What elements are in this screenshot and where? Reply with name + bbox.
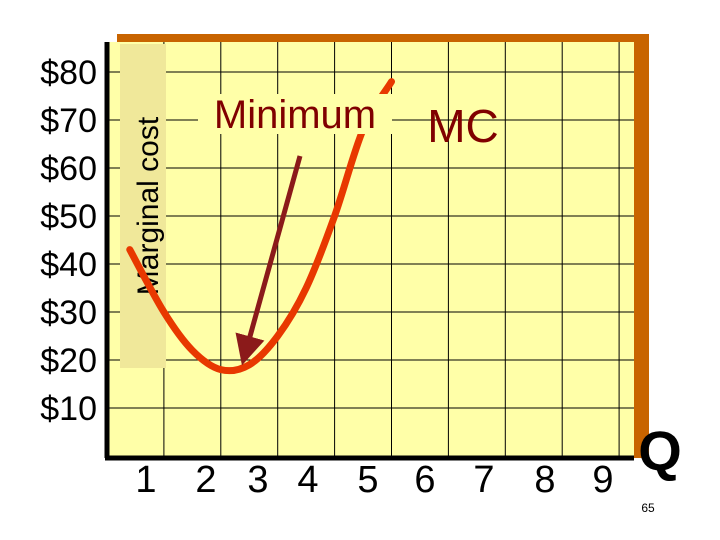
y-tick-label: $40 <box>40 246 97 284</box>
annotation-minimum-arrow <box>235 155 303 366</box>
y-tick-label: $70 <box>40 102 97 140</box>
x-tick-label: 4 <box>297 459 318 501</box>
y-tick-label: $50 <box>40 198 97 236</box>
y-tick-label: $30 <box>40 294 97 332</box>
x-axis-label: Q <box>638 419 682 482</box>
x-tick-label: 6 <box>414 459 435 501</box>
x-tick-label: 8 <box>534 459 555 501</box>
annotation-minimum-label: Minimum <box>214 93 376 137</box>
series-label-mc: MC <box>427 100 499 152</box>
y-axis-label-box <box>120 44 166 368</box>
y-tick-label: $60 <box>40 150 97 188</box>
x-tick-label: 7 <box>473 459 494 501</box>
x-tick-label: 1 <box>135 459 156 501</box>
x-tick-label: 3 <box>247 459 268 501</box>
x-tick-label: 9 <box>592 459 613 501</box>
y-tick-label: $10 <box>40 390 97 428</box>
annotation-minimum-box <box>198 94 392 134</box>
page-number: 65 <box>641 501 655 515</box>
x-tick-label: 2 <box>195 459 216 501</box>
y-tick-labels: $80 $70 $60 $50 $40 $30 $20 $10 <box>40 54 97 428</box>
x-tick-label: 5 <box>357 459 378 501</box>
y-tick-label: $20 <box>40 342 97 380</box>
series-line-mc <box>126 78 395 375</box>
y-tick-label: $80 <box>40 54 97 92</box>
